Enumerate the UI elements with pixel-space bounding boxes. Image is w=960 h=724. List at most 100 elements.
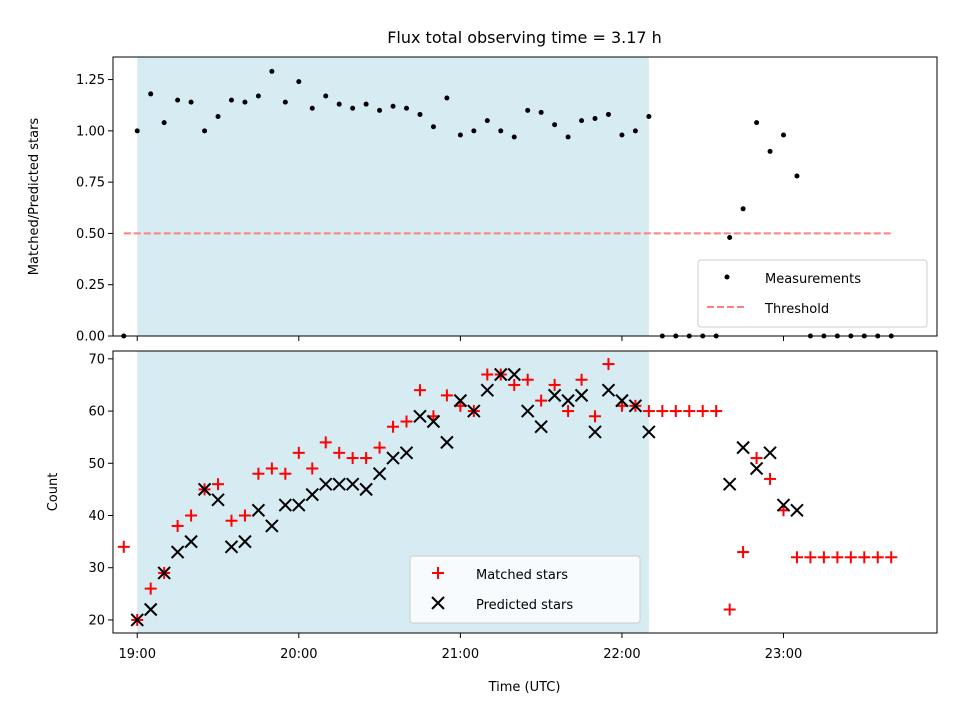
predicted-star-point (143, 602, 158, 617)
top-x-axis (136, 336, 785, 341)
matched-star-point (669, 405, 682, 418)
y-tick-label: 0.50 (76, 227, 105, 242)
y-tick-label: 40 (88, 509, 105, 524)
predicted-star-point (520, 404, 535, 418)
y-tick-label: 60 (88, 405, 105, 420)
measurement-point (471, 128, 477, 134)
matched-star-point (710, 405, 723, 418)
measurement-point (632, 128, 638, 134)
top-data-layer (121, 68, 894, 339)
measurement-point (161, 120, 167, 126)
measurement-point (592, 116, 598, 122)
predicted-star-point (534, 420, 548, 434)
matched-star-point (185, 509, 198, 522)
measurement-point (215, 113, 221, 119)
predicted-star-point (494, 367, 508, 382)
bottom-plot-frame (112, 350, 938, 634)
predicted-star-point (601, 383, 616, 397)
measurement-point (457, 132, 463, 138)
predicted-star-point (722, 477, 737, 491)
top-plot-frame (112, 56, 938, 337)
measurement-point (296, 79, 302, 85)
matched-star-point (319, 436, 332, 449)
matched-star-point (306, 462, 319, 475)
predicted-star-point (588, 425, 602, 439)
x-tick-label: 23:00 (765, 647, 802, 662)
bottom-legend: Matched stars Predicted stars (409, 555, 641, 624)
matched-star-point (602, 358, 615, 371)
matched-star-point (333, 446, 346, 459)
measurement-point (740, 206, 746, 212)
measurement-point (605, 111, 611, 117)
matched-star-point (723, 603, 736, 616)
predicted-star-point (332, 477, 346, 491)
predicted-star-point (278, 498, 293, 512)
matched-star-point (212, 478, 225, 491)
matched-star-point (238, 509, 251, 522)
matched-star-point (737, 546, 750, 559)
predicted-star-point (480, 383, 495, 397)
measurement-point (538, 109, 544, 115)
predicted-star-point (292, 498, 306, 512)
matched-star-point (817, 551, 830, 564)
predicted-star-point (413, 409, 427, 423)
matched-star-point (764, 472, 777, 485)
measurement-point (727, 235, 733, 241)
measurement-point (363, 101, 369, 107)
measurement-point (525, 107, 531, 113)
measurement-point (767, 148, 773, 154)
bottom-y-axis: 20 30 40 50 60 70 (88, 352, 113, 628)
measurement-point (323, 93, 329, 99)
predicted-star-point (251, 503, 266, 517)
matched-star-point (508, 378, 521, 391)
bottom-y-axis-label: Count (46, 473, 61, 512)
y-tick-label: 0.25 (76, 278, 105, 293)
measurement-point (309, 105, 315, 111)
predicted-star-point (642, 425, 656, 439)
top-y-axis-label: Matched/Predicted stars (27, 118, 42, 276)
matched-star-point (252, 467, 265, 480)
measurement-point (484, 118, 490, 124)
measurement-point (417, 111, 423, 117)
matched-star-point (575, 373, 588, 386)
matched-star-point (292, 446, 305, 459)
y-tick-label: 70 (88, 352, 105, 367)
predicted-star-point (561, 393, 575, 408)
measurement-point (282, 99, 288, 105)
predicted-star-point (386, 451, 400, 465)
measurement-point (430, 124, 436, 130)
measurement-point (188, 99, 194, 105)
top-panel: Flux total observing time = 3.17 h 0.000… (27, 28, 938, 345)
matched-star-point (790, 551, 803, 564)
measurement-point (404, 105, 410, 111)
matched-star-point (387, 420, 400, 433)
matched-star-point (885, 551, 898, 564)
matched-star-point (831, 551, 844, 564)
matched-star-point (346, 452, 359, 465)
measurement-point (390, 103, 396, 109)
measurement-point (579, 118, 585, 124)
predicted-star-point (170, 545, 185, 559)
predicted-star-point (265, 519, 279, 533)
matched-star-point (696, 405, 709, 418)
predicted-star-point (224, 540, 239, 554)
matched-star-point (683, 405, 696, 418)
predicted-star-point (574, 388, 589, 403)
predicted-star-point (749, 461, 764, 476)
predicted-star-point (628, 399, 643, 413)
measurement-point (781, 132, 787, 138)
measurement-point (350, 105, 356, 111)
measurement-point (565, 134, 571, 140)
matched-star-point (642, 405, 655, 418)
measurement-point (148, 91, 154, 97)
measurement-point (498, 128, 504, 134)
matched-star-point (360, 452, 373, 465)
x-tick-label: 20:00 (280, 647, 317, 662)
x-axis-label: Time (UTC) (488, 680, 561, 695)
matched-star-point (871, 551, 884, 564)
measurement-point (377, 107, 383, 113)
matched-star-point (440, 389, 453, 402)
predicted-star-point (372, 467, 387, 481)
measurement-point (552, 122, 558, 128)
measurement-point (202, 128, 208, 134)
